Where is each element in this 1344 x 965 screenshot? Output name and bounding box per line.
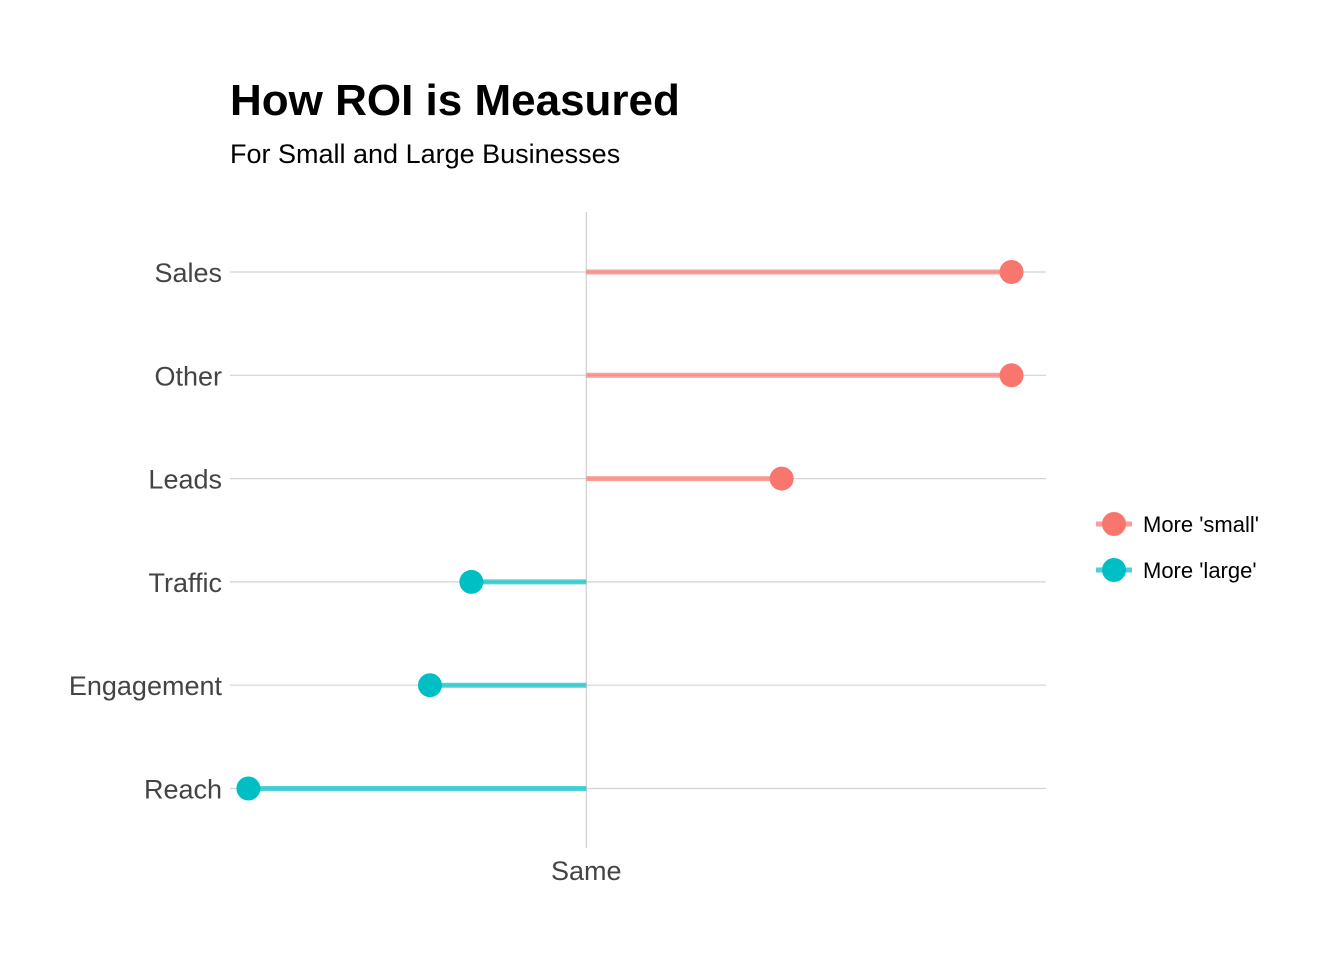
chart-title: How ROI is Measured	[230, 76, 680, 125]
point-other	[999, 363, 1024, 388]
point-sales	[999, 260, 1024, 284]
legend-label-large: More 'large'	[1143, 558, 1257, 583]
legend-key-point-large	[1102, 558, 1126, 582]
y-tick-label-sales: Sales	[154, 258, 222, 288]
point-traffic	[459, 569, 484, 594]
chart-subtitle: For Small and Large Businesses	[230, 139, 620, 169]
x-tick-label: Same	[551, 856, 622, 886]
y-tick-label-leads: Leads	[148, 465, 222, 495]
legend-label-small: More 'small'	[1143, 512, 1259, 537]
y-tick-label-reach: Reach	[144, 775, 222, 805]
legend: More 'small' More 'large'	[1096, 512, 1259, 583]
y-tick-label-traffic: Traffic	[148, 568, 222, 598]
plot-area: Sales Other Leads Traffic Engagement Reach Sam…	[69, 212, 1046, 886]
y-tick-label-engagement: Engagement	[69, 671, 223, 701]
y-tick-label-other: Other	[154, 361, 222, 391]
point-leads	[769, 466, 794, 491]
point-reach	[236, 776, 261, 801]
point-engagement	[417, 673, 442, 698]
legend-key-point-small	[1102, 512, 1126, 536]
